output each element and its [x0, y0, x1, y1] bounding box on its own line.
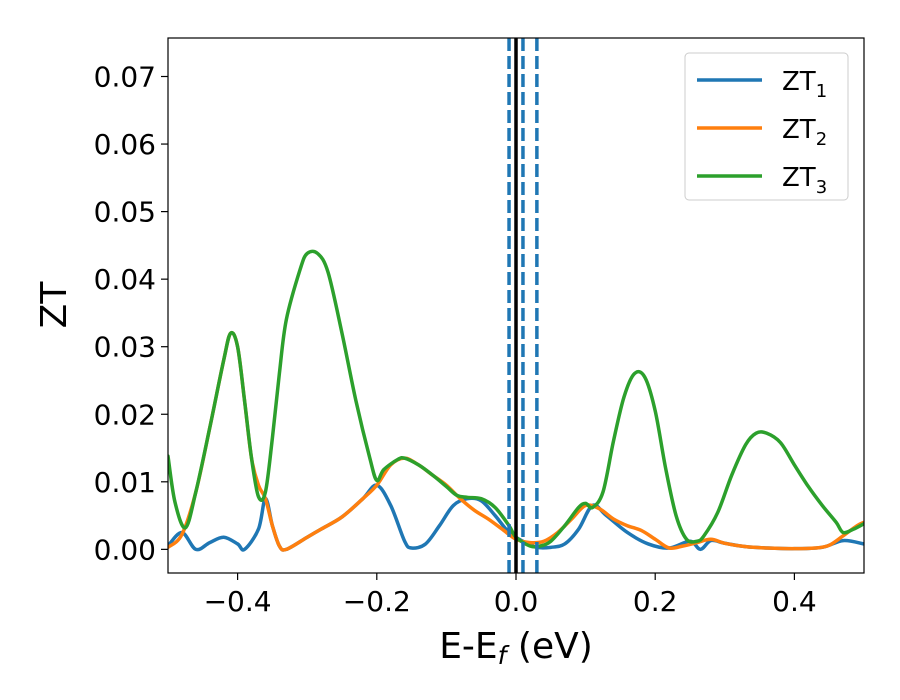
- x-tick-label: 0.4: [772, 585, 817, 618]
- x-tick-label: 0.2: [633, 585, 678, 618]
- legend-label-zt1: ZT1: [782, 67, 827, 102]
- legend: ZT1 ZT2 ZT3: [684, 52, 849, 201]
- y-tick-label: 0.05: [94, 196, 156, 229]
- series-group: [168, 249, 864, 552]
- vertical-reference-lines: [507, 38, 539, 573]
- x-axis-label: E-Ef (eV): [439, 626, 593, 670]
- y-tick-label: 0.07: [94, 61, 156, 94]
- y-tick-label: 0.04: [94, 263, 156, 296]
- legend-box: [684, 52, 849, 201]
- y-tick-label: 0.00: [94, 533, 156, 566]
- plot-frame: [167, 37, 865, 574]
- x-tick-label: −0.2: [343, 585, 411, 618]
- x-tick-label: −0.4: [204, 585, 272, 618]
- legend-label-zt2: ZT2: [782, 115, 827, 150]
- x-tick-label: 0.0: [494, 585, 539, 618]
- y-axis-label: ZT: [34, 281, 75, 329]
- y-tick-label: 0.03: [94, 331, 156, 364]
- legend-label-zt3: ZT3: [782, 163, 827, 198]
- series-line-zt3: [168, 249, 864, 549]
- x-axis: −0.4 −0.2 0.0 0.2 0.4: [204, 573, 817, 618]
- y-tick-label: 0.01: [94, 466, 156, 499]
- y-tick-label: 0.06: [94, 128, 156, 161]
- y-axis: 0.00 0.01 0.02 0.03 0.04 0.05 0.06 0.07: [94, 61, 168, 566]
- y-tick-label: 0.02: [94, 398, 156, 431]
